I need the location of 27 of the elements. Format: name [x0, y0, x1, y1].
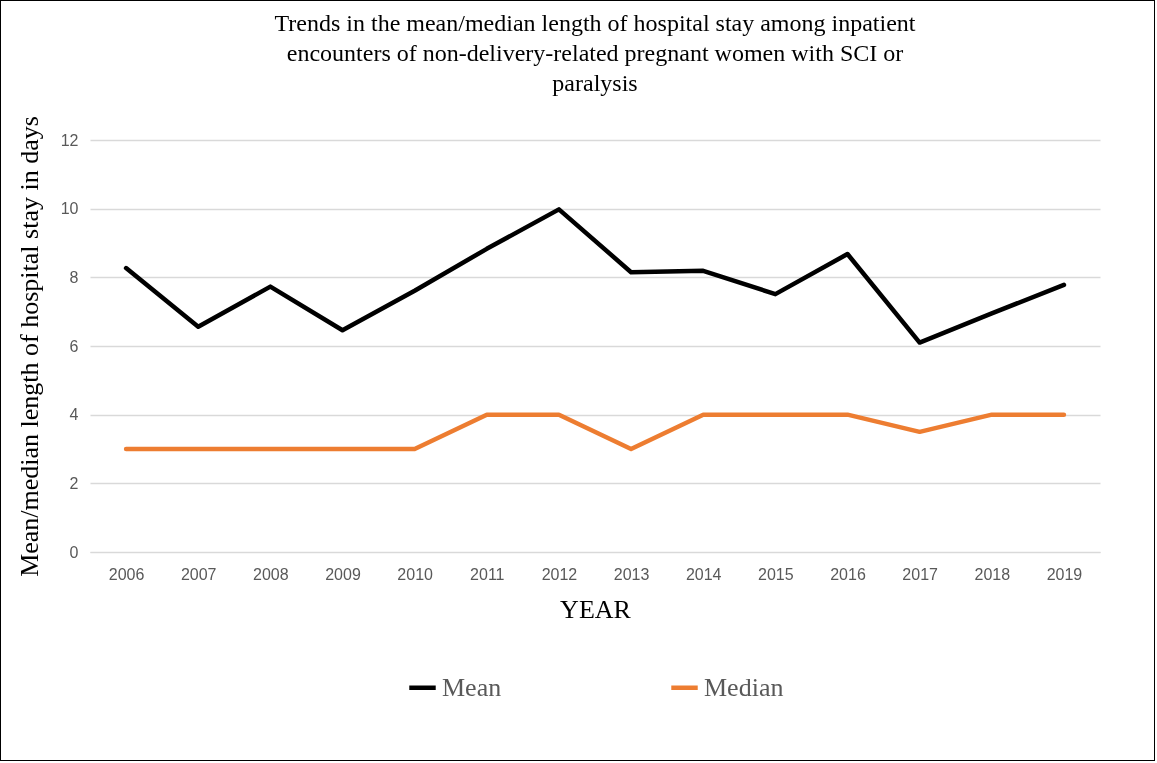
x-tick-label: 2014: [685, 565, 722, 583]
x-tick-label: 2010: [397, 565, 434, 583]
x-tick-label: 2011: [470, 565, 505, 583]
y-tick-label: 0: [69, 543, 79, 561]
x-tick-label: 2017: [902, 565, 939, 583]
y-tick-label: 4: [69, 406, 79, 424]
y-tick-label: 8: [69, 268, 79, 286]
y-axis-title: Mean/median length of hospital stay in days: [14, 116, 44, 577]
x-tick-label: 2016: [830, 565, 866, 583]
x-tick-label: 2018: [974, 565, 1011, 583]
x-tick-label: 2019: [1046, 565, 1083, 583]
y-tick-label: 10: [60, 200, 79, 218]
y-tick-label: 2: [69, 474, 79, 492]
x-tick-label: 2006: [108, 565, 145, 583]
legend-label: Mean: [442, 672, 502, 702]
line-series: [123, 207, 1067, 345]
x-tick-label: 2013: [613, 565, 650, 583]
y-tick-label: 6: [69, 337, 79, 355]
x-tick-label: 2009: [325, 565, 361, 583]
x-tick-label: 2007: [180, 565, 217, 583]
chart-title: Trends in the mean/median length of hospital stay among inpatient encounters of non-delivery-related pregnant women with SCI or paralysis: [274, 9, 916, 96]
legend-label: Median: [704, 672, 784, 702]
x-tick-label: 2012: [541, 565, 578, 583]
x-axis-title: YEAR: [560, 594, 632, 624]
x-tick-label: 2015: [758, 565, 794, 583]
x-tick-label: 2008: [253, 565, 289, 583]
y-tick-label: 12: [60, 131, 79, 149]
